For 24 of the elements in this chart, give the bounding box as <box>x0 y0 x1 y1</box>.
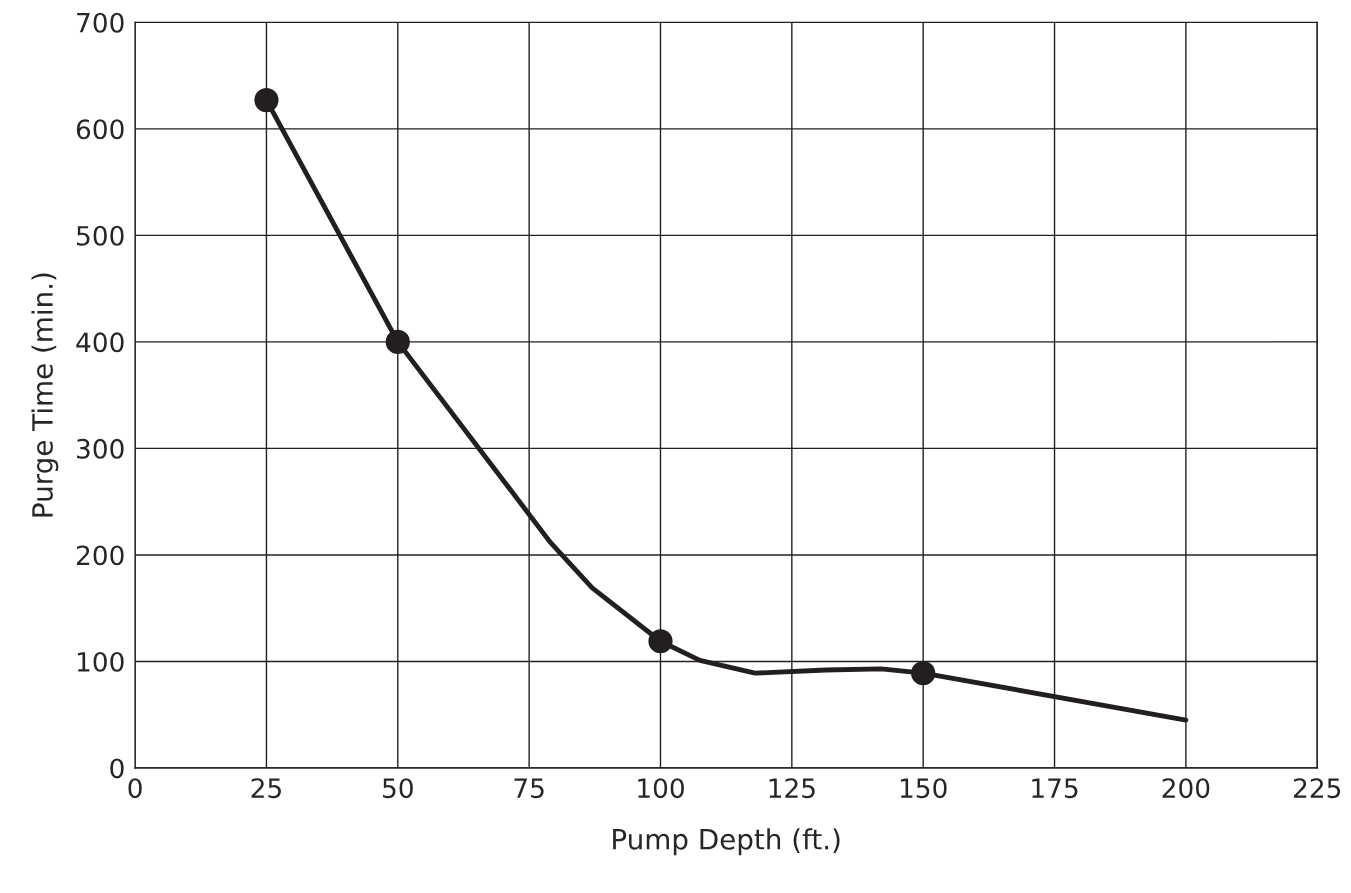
x-tick-label: 25 <box>251 778 281 799</box>
y-tick-label: 100 <box>77 651 124 672</box>
x-tick-label: 225 <box>1293 778 1341 799</box>
x-tick-label: 175 <box>1032 778 1078 799</box>
y-tick-label: 0 <box>110 758 124 779</box>
y-axis-title: Purge Time (min.) <box>31 273 59 517</box>
x-tick-label: 50 <box>383 778 413 799</box>
y-tick-label: 500 <box>77 225 124 246</box>
y-tick-label: 700 <box>77 12 124 33</box>
x-tick-label: 75 <box>514 778 544 799</box>
point <box>254 87 279 113</box>
x-tick-label: 0 <box>128 778 142 799</box>
point <box>648 629 673 654</box>
y-tick-label: 600 <box>76 119 124 140</box>
x-tick-label: 200 <box>1162 778 1210 799</box>
y-tick-label: 400 <box>76 332 124 353</box>
point <box>911 661 936 686</box>
point <box>385 329 410 354</box>
x-tick-label: 125 <box>769 778 815 799</box>
y-tick-label: 200 <box>76 545 124 566</box>
x-axis-title: Pump Depth (ft.) <box>613 828 840 856</box>
x-tick-label: 100 <box>638 778 684 799</box>
x-tick-label: 150 <box>900 778 947 799</box>
y-tick-label: 300 <box>77 438 124 459</box>
